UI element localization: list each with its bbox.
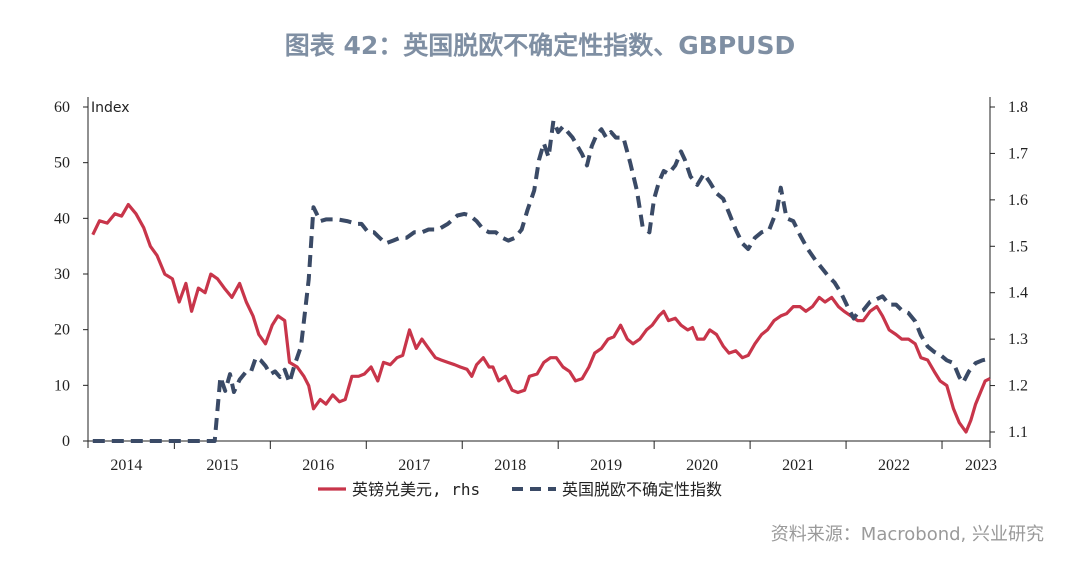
right-tick-label: 1.6 [1008,192,1028,209]
brexit-uncertainty-line [92,118,991,443]
legend-brexit-index-label: 英国脱欧不确定性指数 [562,480,722,499]
gbpusd-line [91,202,991,434]
series-layer [91,118,991,443]
x-tick-label: 2016 [302,457,334,474]
right-tick-label: 1.4 [1008,285,1028,302]
x-tick-label: 2015 [206,457,238,474]
x-tick-label: 2017 [398,457,430,474]
right-tick-label: 1.2 [1008,378,1028,395]
left-axis-unit-label: Index [91,100,130,116]
legend: 英镑兑美元, rhs 英国脱欧不确定性指数 [318,480,722,499]
right-tick-label: 1.7 [1008,145,1028,162]
chart-title: 图表 42：英国脱欧不确定性指数、GBPUSD [284,31,796,60]
right-tick-label: 1.3 [1008,331,1028,348]
x-tick-label: 2018 [494,457,526,474]
left-tick-label: 60 [54,99,70,116]
left-tick-label: 30 [54,266,70,283]
legend-gbpusd-label: 英镑兑美元, rhs [352,480,480,499]
x-tick-label: 2023 [965,457,997,474]
axes: 0 10 20 30 40 50 60 Index 1.1 1.2 1.3 1.4 1.5 1.6 1.7 1… [54,97,1028,474]
left-tick-label: 10 [54,377,70,394]
right-tick-label: 1.1 [1008,424,1028,441]
x-tick-label: 2020 [686,457,718,474]
left-tick-label: 40 [54,210,70,227]
left-tick-label: 50 [54,155,70,172]
x-tick-label: 2021 [782,457,814,474]
x-tick-label: 2022 [878,457,910,474]
x-tick-label: 2014 [110,457,142,474]
left-tick-label: 20 [54,322,70,339]
left-tick-label: 0 [62,433,70,450]
right-tick-label: 1.5 [1008,238,1028,255]
right-tick-label: 1.8 [1008,99,1028,116]
x-tick-label: 2019 [590,457,622,474]
source-note: 资料来源：Macrobond, 兴业研究 [770,524,1044,545]
